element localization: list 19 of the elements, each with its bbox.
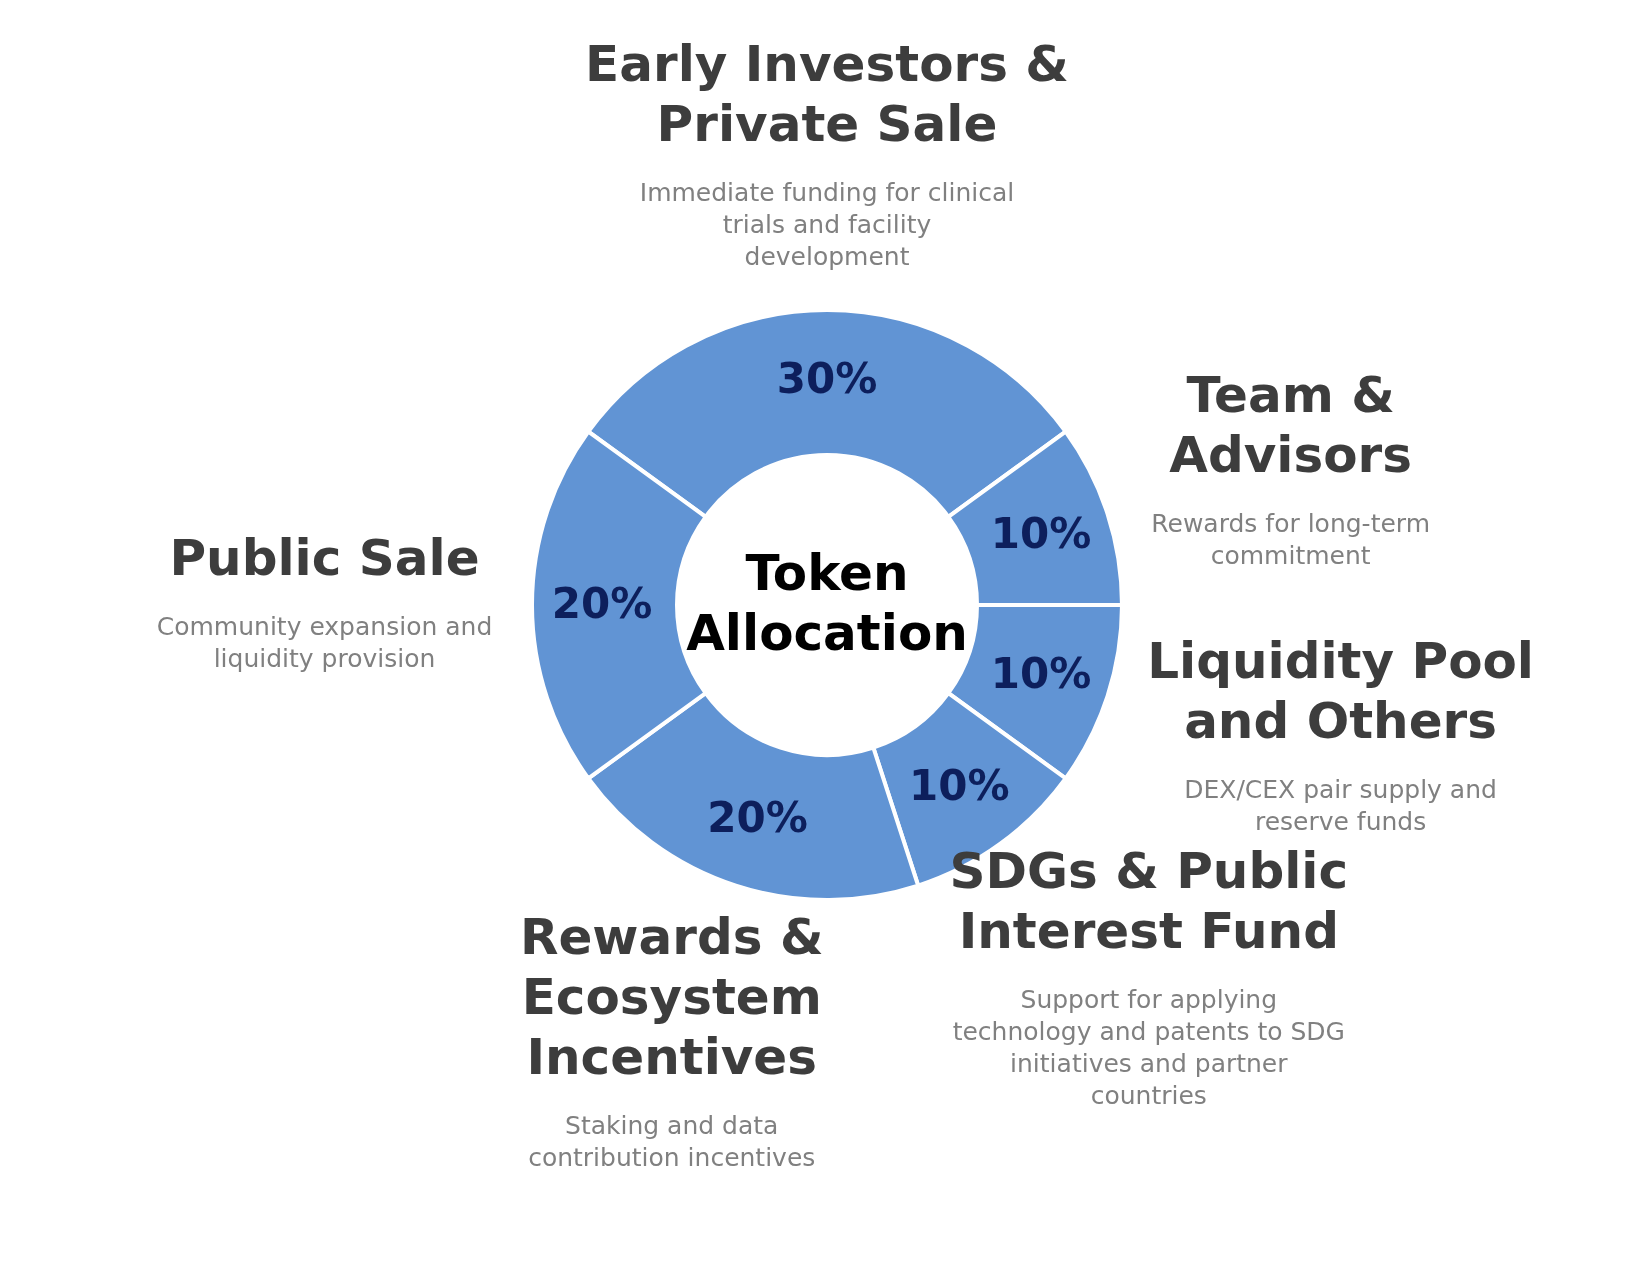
- data-label: 10%: [990, 509, 1092, 559]
- data-label: 20%: [707, 792, 808, 842]
- text: Support for applying technology and patents to SDG initiatives and partner countries: [952, 985, 1345, 1111]
- text: Community expansion and liquidity provision: [156, 612, 493, 673]
- text: Token Allocation: [686, 544, 968, 662]
- data-label: 20%: [551, 579, 653, 628]
- slice-label: SDGs & Public Interest Fund: [949, 842, 1349, 961]
- slice-label: Early Investors & Private Sale: [585, 35, 1069, 153]
- data-label: 10%: [908, 761, 1010, 811]
- data-label: 10%: [990, 648, 1092, 698]
- text: Immediate funding for clinical trials and facility development: [639, 178, 1015, 271]
- text: DEX/CEX pair supply and reserve funds: [1184, 775, 1497, 837]
- slice-label: Liquidity Pool and Others: [1147, 632, 1534, 751]
- data-label: 30%: [776, 354, 878, 403]
- slice-label: Public Sale: [169, 529, 480, 587]
- text: Rewards for long-term commitment: [1151, 508, 1431, 570]
- slice-label: Rewards & Ecosystem Incentives: [519, 908, 824, 1087]
- slice-label: Team & Advisors: [1169, 365, 1413, 484]
- text: Staking and data contribution incentives: [528, 1111, 816, 1173]
